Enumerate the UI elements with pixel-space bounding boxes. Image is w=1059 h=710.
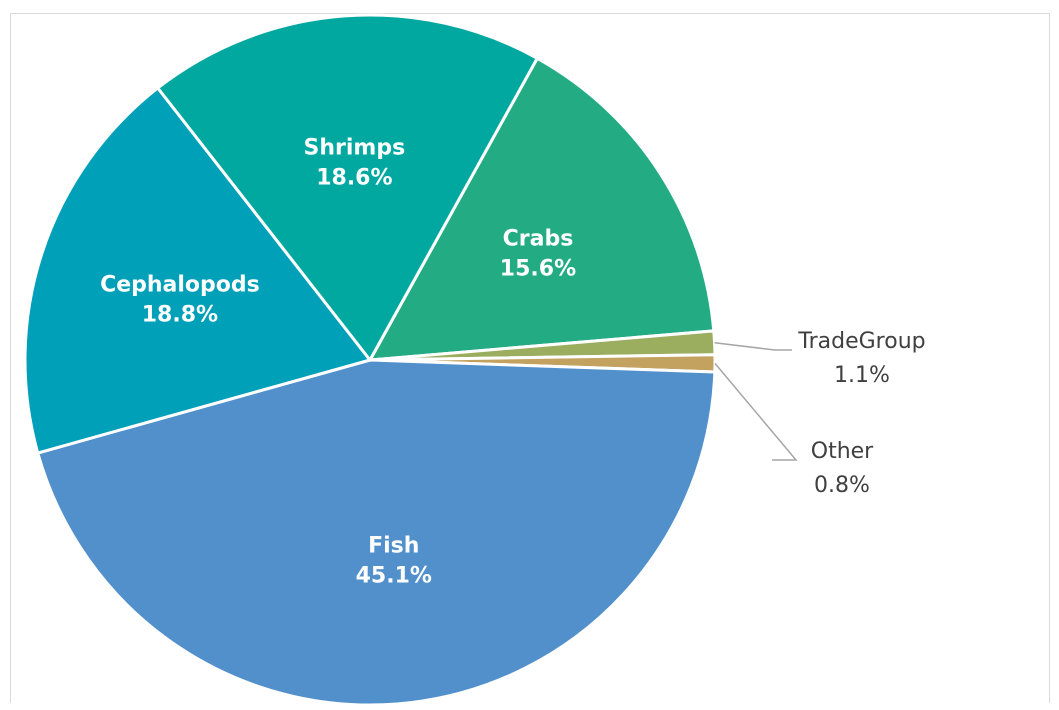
pie-slice-fish <box>36 358 717 707</box>
pie-slice-crabs <box>368 56 716 362</box>
percent-label: 1.1% <box>834 363 890 388</box>
percent-label: 18.6% <box>316 166 392 191</box>
category-label: Cephalopods <box>100 273 260 298</box>
data-label-shrimps: Shrimps 18.6% <box>304 136 406 191</box>
data-label-tradegroup: TradeGroup 1.1% <box>797 329 925 388</box>
pie-labels: Crabs 15.6% TradeGroup 1.1% Other 0.8% Fish 45.… <box>100 136 926 589</box>
category-label: Crabs <box>503 226 574 251</box>
percent-label: 45.1% <box>356 564 432 589</box>
leader-line-tradegroup <box>714 342 792 351</box>
data-label-other: Other 0.8% <box>811 439 874 498</box>
data-label-cephalopods: Cephalopods 18.8% <box>100 273 260 328</box>
category-label: Fish <box>368 534 419 559</box>
leader-line-other <box>714 362 798 461</box>
category-label: Other <box>811 439 874 464</box>
percent-label: 0.8% <box>814 473 870 498</box>
category-label: Shrimps <box>304 136 406 161</box>
data-label-crabs: Crabs 15.6% <box>500 226 576 281</box>
percent-label: 18.8% <box>142 303 218 328</box>
percent-label: 15.6% <box>500 256 576 281</box>
pie-slice-cephalopods <box>23 86 372 455</box>
chart-frame <box>10 13 1050 703</box>
pie-slice-shrimps <box>156 13 539 362</box>
data-label-fish: Fish 45.1% <box>356 534 432 589</box>
category-label: TradeGroup <box>797 329 925 354</box>
pie-slices <box>23 13 717 707</box>
